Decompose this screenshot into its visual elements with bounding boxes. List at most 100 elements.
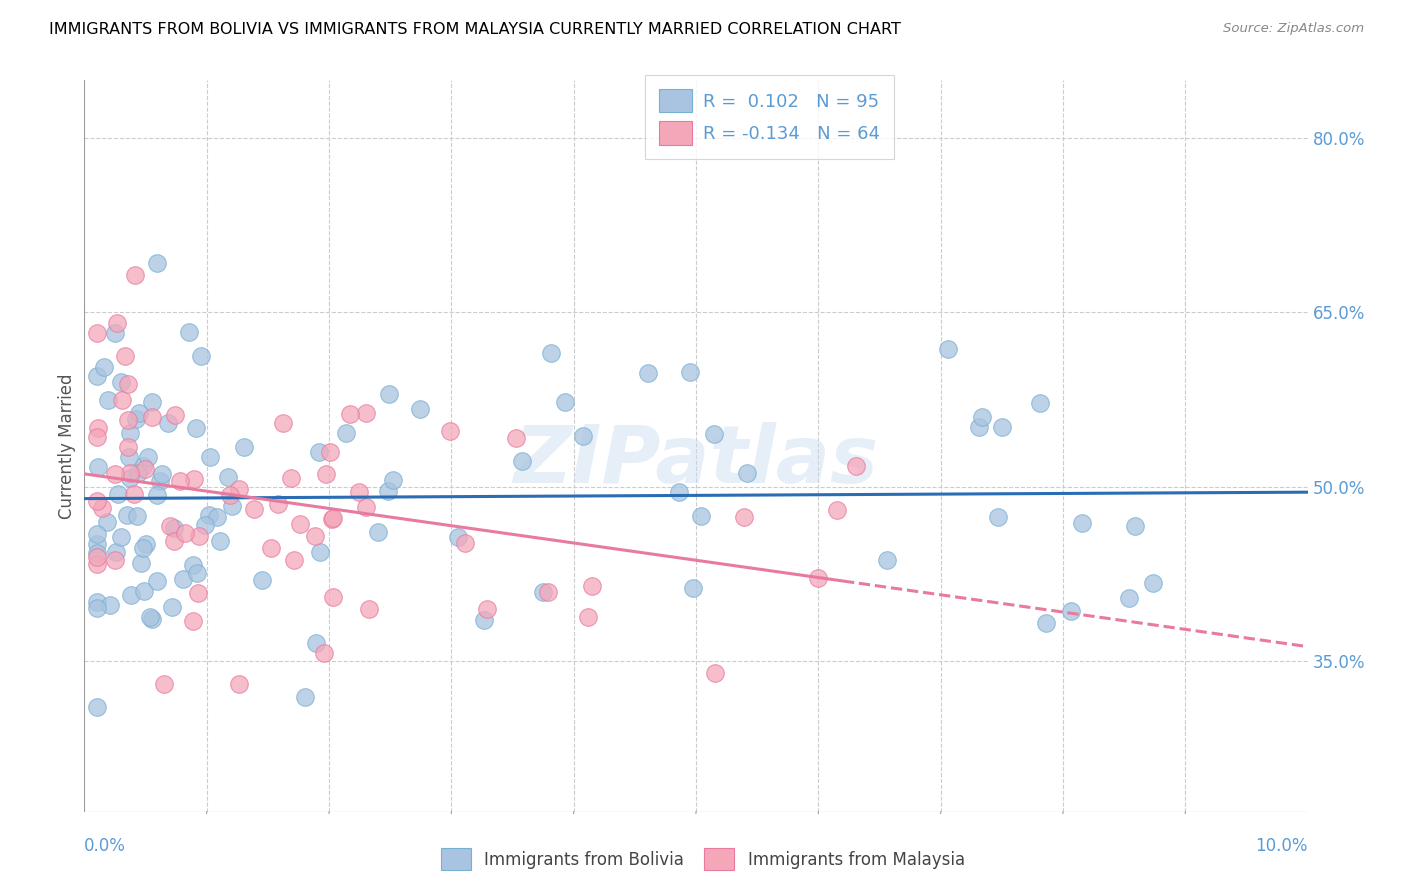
Point [576, 610, 599, 624]
Point [1070, 516, 1092, 530]
Point [132, 541, 155, 555]
Point [125, 508, 148, 523]
Point [967, 420, 990, 434]
Point [1142, 575, 1164, 590]
Point [314, 646, 336, 660]
Point [127, 466, 149, 480]
Text: 0.0%: 0.0% [84, 837, 127, 855]
Point [179, 325, 201, 339]
Point [637, 366, 659, 380]
Point [187, 586, 209, 600]
Point [1029, 395, 1052, 409]
Point [132, 458, 155, 473]
Point [117, 440, 139, 454]
Point [475, 602, 498, 616]
Y-axis label: Currently Married: Currently Married [58, 373, 76, 519]
Point [305, 636, 328, 650]
Point [141, 410, 163, 425]
Point [703, 427, 725, 442]
Point [110, 530, 132, 544]
Legend: R =  0.102   N = 95, R = -0.134   N = 64: R = 0.102 N = 95, R = -0.134 N = 64 [645, 75, 894, 159]
Point [111, 392, 134, 407]
Point [218, 488, 240, 502]
Point [86, 326, 108, 341]
Point [807, 570, 830, 584]
Point [186, 566, 208, 580]
Point [122, 487, 145, 501]
Point [86, 527, 108, 541]
Point [169, 474, 191, 488]
Point [115, 508, 138, 522]
Point [110, 375, 132, 389]
Point [408, 401, 430, 416]
Point [87, 421, 110, 435]
Legend: Immigrants from Bolivia, Immigrants from Malaysia: Immigrants from Bolivia, Immigrants from… [434, 842, 972, 877]
Text: Source: ZipAtlas.com: Source: ZipAtlas.com [1223, 22, 1364, 36]
Point [540, 346, 562, 360]
Point [183, 615, 205, 629]
Point [149, 474, 172, 488]
Point [704, 665, 727, 680]
Point [347, 485, 370, 500]
Point [118, 450, 141, 464]
Point [537, 585, 560, 599]
Point [187, 528, 209, 542]
Point [104, 545, 127, 559]
Point [120, 588, 142, 602]
Point [118, 471, 141, 485]
Point [134, 583, 156, 598]
Point [322, 590, 344, 604]
Point [217, 470, 239, 484]
Point [339, 408, 361, 422]
Point [308, 544, 330, 558]
Point [439, 424, 461, 438]
Point [146, 256, 169, 270]
Point [159, 519, 181, 533]
Point [104, 467, 127, 481]
Point [165, 408, 187, 422]
Point [377, 484, 399, 499]
Point [232, 440, 254, 454]
Point [114, 350, 136, 364]
Point [335, 425, 357, 440]
Point [356, 500, 378, 515]
Point [315, 467, 337, 481]
Point [118, 467, 141, 481]
Point [733, 510, 755, 524]
Point [825, 503, 848, 517]
Point [160, 600, 183, 615]
Point [96, 516, 118, 530]
Point [128, 406, 150, 420]
Point [378, 386, 401, 401]
Point [322, 511, 344, 525]
Point [280, 471, 302, 485]
Point [184, 421, 207, 435]
Point [554, 395, 576, 409]
Point [124, 268, 146, 282]
Point [86, 601, 108, 615]
Point [991, 419, 1014, 434]
Point [1060, 604, 1083, 618]
Point [690, 508, 713, 523]
Point [86, 558, 108, 572]
Point [266, 497, 288, 511]
Point [139, 609, 162, 624]
Point [172, 572, 194, 586]
Point [252, 573, 274, 587]
Point [104, 326, 127, 341]
Point [243, 502, 266, 516]
Point [125, 411, 148, 425]
Point [150, 467, 173, 482]
Point [105, 316, 128, 330]
Point [104, 553, 127, 567]
Point [382, 473, 405, 487]
Point [987, 510, 1010, 524]
Point [90, 500, 112, 515]
Point [86, 700, 108, 714]
Point [447, 530, 470, 544]
Point [271, 417, 294, 431]
Point [510, 454, 533, 468]
Text: IMMIGRANTS FROM BOLIVIA VS IMMIGRANTS FROM MALAYSIA CURRENTLY MARRIED CORRELATIO: IMMIGRANTS FROM BOLIVIA VS IMMIGRANTS FR… [49, 22, 901, 37]
Point [135, 537, 157, 551]
Point [117, 413, 139, 427]
